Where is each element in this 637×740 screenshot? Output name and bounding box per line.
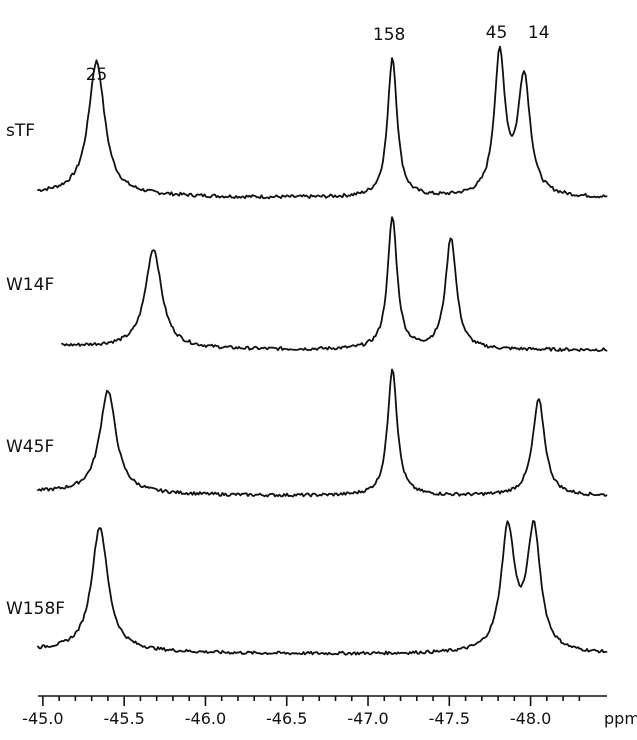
peak-label-158: 158 — [373, 25, 405, 45]
x-tick-label: -47.0 — [347, 709, 388, 728]
peak-label-group: 25 158 45 14 — [86, 23, 550, 85]
peak-label-14: 14 — [528, 23, 550, 43]
series-label-w14f: W14F — [6, 275, 54, 295]
spectrum-trace-w158f — [37, 520, 608, 656]
spectra-traces — [37, 45, 608, 656]
x-axis-unit-label: ppm — [604, 709, 637, 728]
x-tick-label: -46.0 — [185, 709, 226, 728]
series-label-w158f: W158F — [6, 599, 65, 619]
spectrum-trace-w45f — [37, 368, 608, 498]
spectrum-trace-stf — [37, 45, 608, 200]
x-axis: -45.0 -45.5 -46.0 -46.5 -47.0 -47.5 -48.0 — [22, 695, 607, 728]
series-label-group: sTF W14F W45F W158F — [6, 121, 65, 619]
series-label-w45f: W45F — [6, 437, 54, 457]
x-tick-label: -47.5 — [429, 709, 470, 728]
x-tick-label: -46.5 — [266, 709, 307, 728]
series-label-stf: sTF — [6, 121, 35, 141]
peak-label-25: 25 — [86, 65, 108, 85]
x-tick-label: -45.0 — [22, 709, 63, 728]
x-tick-label: -48.0 — [510, 709, 551, 728]
x-tick-label: -45.5 — [103, 709, 144, 728]
peak-label-45: 45 — [486, 23, 508, 43]
spectrum-trace-w14f — [61, 216, 608, 353]
